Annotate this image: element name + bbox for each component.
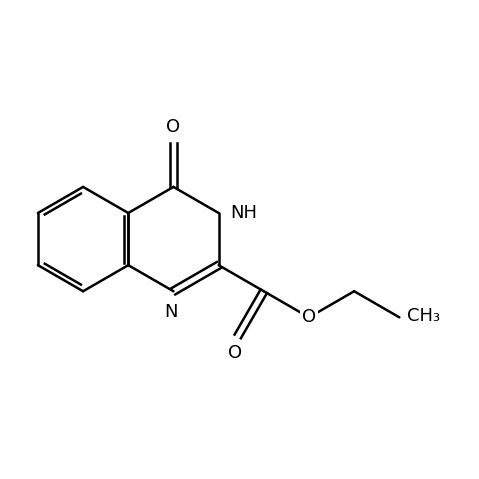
Text: CH₃: CH₃ <box>407 308 440 325</box>
Text: O: O <box>166 118 181 137</box>
Text: O: O <box>302 308 316 326</box>
Text: N: N <box>164 303 178 321</box>
Text: NH: NH <box>230 204 257 222</box>
Text: O: O <box>228 344 242 362</box>
